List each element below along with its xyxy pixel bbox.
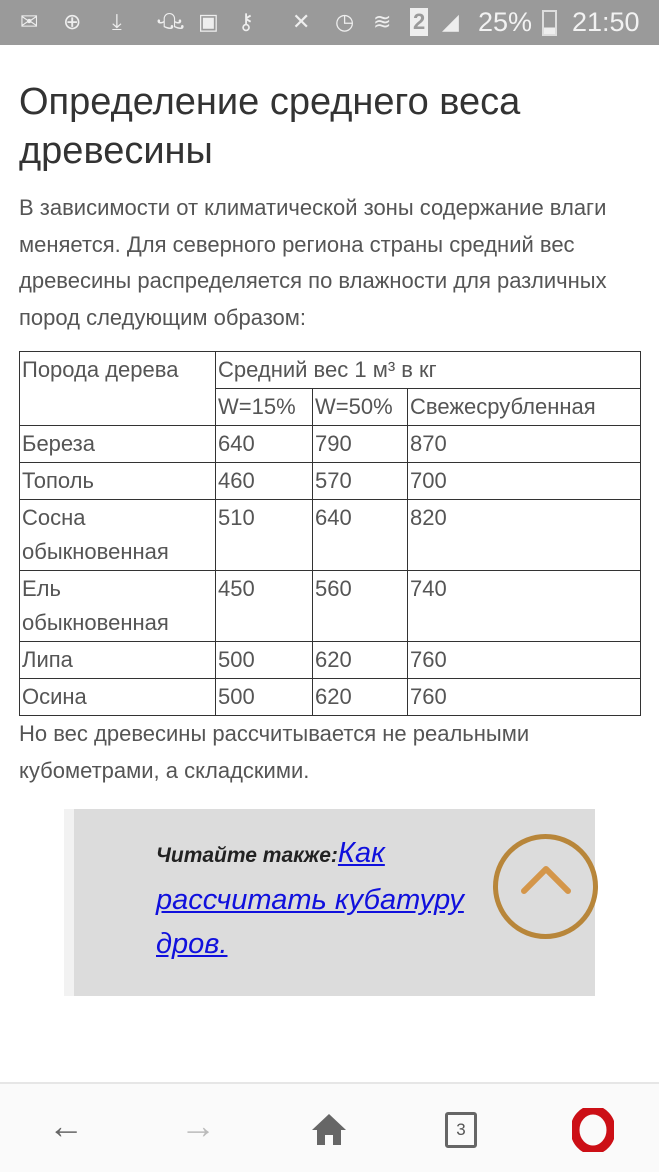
weight-cell: 870 — [407, 425, 641, 463]
opera-menu-button[interactable] — [572, 1108, 614, 1152]
tabs-count: 3 — [456, 1120, 466, 1139]
weight-cell: 740 — [407, 570, 641, 642]
subheader: W=15% — [215, 388, 313, 426]
weight-cell: 700 — [407, 462, 641, 500]
see-also-label: Читайте также: — [156, 844, 338, 867]
weight-cell: 510 — [215, 499, 313, 571]
article: Определение среднего веса древесины В за… — [19, 78, 641, 996]
home-button[interactable] — [311, 1112, 347, 1146]
see-also-link[interactable]: Как рассчитать кубатуру дров. — [156, 837, 464, 960]
species-cell: Береза — [19, 425, 216, 463]
add-contact-icon: ⊕ — [63, 9, 82, 34]
key-icon: ⚷ — [238, 9, 255, 34]
weight-cell: 640 — [215, 425, 313, 463]
weight-cell: 500 — [215, 678, 313, 716]
page-title: Определение среднего веса древесины — [19, 81, 521, 172]
sim-icon: 2 — [410, 8, 429, 36]
battery-percent: 25% — [478, 7, 533, 37]
see-also-box: Читайте также:Как рассчитать кубатуру др… — [64, 809, 595, 996]
gallery-icon: ▣ — [198, 9, 219, 34]
header-weight: Средний вес 1 м³ в кг — [215, 351, 641, 389]
signal-icon: ◢ — [442, 9, 459, 34]
weight-cell: 500 — [215, 641, 313, 679]
battery-icon — [542, 10, 557, 36]
chevron-up-icon — [521, 866, 571, 894]
wood-weight-table: Порода дерева Средний вес 1 м³ в кг W=15… — [19, 351, 641, 716]
wifi-icon: ≋ — [373, 9, 392, 34]
scroll-to-top-button[interactable] — [493, 834, 598, 939]
species-cell: Липа — [19, 641, 216, 679]
weight-cell: 450 — [215, 570, 313, 642]
species-cell: Сосна обыкновенная — [19, 499, 216, 571]
species-cell: Ель обыкновенная — [19, 570, 216, 642]
weight-cell: 760 — [407, 641, 641, 679]
table-row: Сосна обыкновенная 510 640 820 — [19, 499, 641, 571]
browser-nav-bar: ← → 3 — [0, 1082, 659, 1172]
table-row: Ель обыкновенная 450 560 740 — [19, 570, 641, 642]
species-cell: Осина — [19, 678, 216, 716]
weight-cell: 640 — [312, 499, 408, 571]
alarm-icon: ◷ — [335, 9, 355, 34]
clock: 21:50 — [572, 7, 640, 37]
weight-cell: 620 — [312, 678, 408, 716]
see-also: Читайте также:Как рассчитать кубатуру др… — [156, 831, 515, 966]
weight-cell: 760 — [407, 678, 641, 716]
weight-cell: 570 — [312, 462, 408, 500]
weight-cell: 790 — [312, 425, 408, 463]
weight-cell: 460 — [215, 462, 313, 500]
table-row: Береза 640 790 870 — [19, 425, 641, 463]
intro-paragraph: В зависимости от климатической зоны соде… — [19, 195, 607, 330]
weight-cell: 560 — [312, 570, 408, 642]
outro-paragraph: Но вес древесины рассчитывается не реаль… — [19, 721, 530, 783]
subheader: W=50% — [312, 388, 408, 426]
subheader: Свежесрубленная — [407, 388, 641, 426]
species-cell: Тополь — [19, 462, 216, 500]
forward-button[interactable]: → — [180, 1105, 216, 1146]
message-icon: ✉ — [20, 9, 39, 34]
weight-cell: 820 — [407, 499, 641, 571]
odnoklassniki-icon: ꘐ — [156, 9, 186, 34]
tabs-button[interactable]: 3 — [445, 1112, 477, 1148]
mute-icon: ✕ — [292, 9, 311, 34]
weight-cell: 620 — [312, 641, 408, 679]
table-row: Осина 500 620 760 — [19, 678, 641, 716]
table-row: Липа 500 620 760 — [19, 641, 641, 679]
table-row: Тополь 460 570 700 — [19, 462, 641, 500]
download-icon: ⤓ — [112, 9, 122, 34]
back-button[interactable]: ← — [48, 1105, 84, 1146]
header-species: Порода дерева — [19, 351, 216, 426]
status-bar: ✉ ⊕ ⤓ ꘐ ▣ ⚷ ✕ ◷ ≋ 2 ◢ 25% 21:50 — [0, 0, 659, 45]
